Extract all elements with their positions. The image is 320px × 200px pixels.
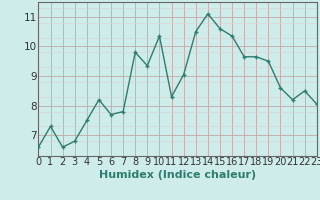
- X-axis label: Humidex (Indice chaleur): Humidex (Indice chaleur): [99, 170, 256, 180]
